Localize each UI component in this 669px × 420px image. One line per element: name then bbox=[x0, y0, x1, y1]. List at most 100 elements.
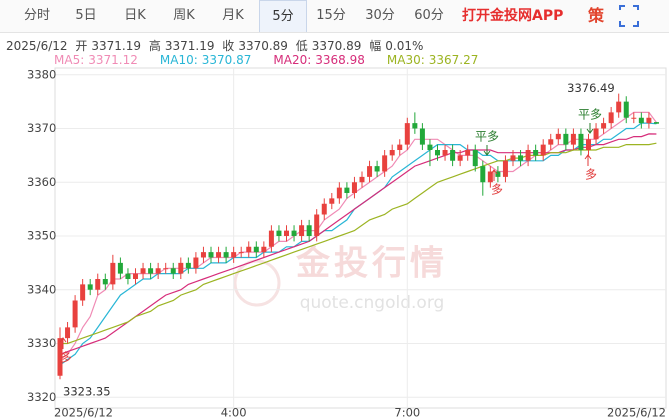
candle-body bbox=[518, 155, 524, 161]
candle-body bbox=[344, 187, 350, 193]
period-tab[interactable]: 30分 bbox=[365, 8, 395, 23]
y-tick-label: 3330 bbox=[27, 336, 56, 350]
info-value: 3370.89 bbox=[311, 39, 362, 53]
app-link[interactable]: 打开金投网APP bbox=[462, 8, 564, 24]
candle-body bbox=[487, 171, 493, 183]
period-tab[interactable]: 5日 bbox=[75, 8, 97, 23]
candle-body bbox=[563, 133, 569, 145]
candle-body bbox=[238, 252, 244, 254]
info-label: 低 bbox=[295, 39, 308, 53]
candle-body bbox=[223, 252, 229, 258]
candle-body bbox=[351, 182, 357, 193]
legend-entry: MA20: 3368.98 bbox=[273, 53, 369, 67]
max-label: 3376.49 bbox=[567, 81, 615, 95]
candle-body bbox=[653, 122, 659, 124]
candle-body bbox=[200, 252, 206, 258]
candle-body bbox=[80, 284, 86, 301]
candle-body bbox=[442, 150, 448, 156]
plot-border bbox=[54, 67, 667, 409]
info-label: 开 bbox=[75, 39, 88, 53]
candle-body bbox=[555, 133, 561, 140]
candle-body bbox=[87, 284, 93, 290]
period-tab[interactable]: 60分 bbox=[414, 8, 444, 23]
legend-name: MA20: bbox=[273, 53, 312, 67]
signal-arrow bbox=[59, 337, 67, 349]
watermark-url: quote.cngold.org bbox=[300, 293, 445, 313]
candle-body bbox=[495, 171, 501, 177]
info-label: 高 bbox=[148, 39, 161, 53]
candle-body bbox=[268, 230, 274, 247]
candle-body bbox=[261, 246, 267, 253]
candle-body bbox=[314, 214, 320, 236]
candle-body bbox=[170, 268, 176, 274]
candle-body bbox=[427, 144, 433, 150]
y-tick-label: 3360 bbox=[27, 175, 56, 189]
info-value: 0.01% bbox=[385, 39, 424, 53]
candle-body bbox=[299, 225, 305, 236]
candle-body bbox=[548, 139, 554, 145]
candle-body bbox=[193, 257, 199, 269]
min-label: 3323.35 bbox=[63, 385, 111, 399]
candle-body bbox=[291, 230, 297, 236]
y-tick-label: 3320 bbox=[27, 390, 56, 404]
ohlc-info: 2025/6/12 开 3371.19 高 3371.19 收 3370.89 低 33… bbox=[6, 37, 427, 54]
candle-body bbox=[586, 139, 591, 150]
info-value: 3371.19 bbox=[164, 39, 215, 53]
candle-body bbox=[321, 203, 327, 215]
info-value: 3370.89 bbox=[238, 39, 288, 53]
period-tab[interactable]: 日K bbox=[124, 8, 146, 23]
candle-body bbox=[117, 262, 123, 274]
candle-body bbox=[533, 150, 539, 156]
period-tabs: 分时 5日 日K 周K 月K 5分 15分 30分 60分 bbox=[0, 0, 669, 33]
period-tab[interactable]: 周K bbox=[173, 8, 195, 23]
candle-body bbox=[374, 166, 380, 172]
candle-body bbox=[102, 279, 108, 285]
trade-signal: 平多 bbox=[578, 108, 602, 122]
candle-body bbox=[253, 246, 259, 253]
candle-body bbox=[133, 273, 138, 279]
candle-body bbox=[389, 150, 395, 156]
candle-body bbox=[336, 187, 342, 199]
ma-legend: MA5: 3371.12 MA10: 3370.87 MA20: 3368.98 MA30:… bbox=[54, 53, 500, 67]
signal-arrow bbox=[584, 154, 592, 166]
candle-body bbox=[457, 155, 463, 161]
watermark-logo bbox=[233, 259, 281, 307]
candle-body bbox=[306, 225, 312, 236]
date: 2025/6/12 bbox=[6, 39, 68, 53]
candle-body bbox=[359, 176, 365, 183]
candle-body bbox=[623, 101, 629, 118]
period-tab[interactable]: 月K bbox=[222, 8, 244, 23]
expand-icon[interactable] bbox=[0, 0, 669, 32]
trade-signal: 多 bbox=[60, 351, 72, 365]
candle-body bbox=[329, 198, 335, 204]
candle-body bbox=[216, 252, 222, 258]
candle-body bbox=[397, 144, 403, 150]
period-tab[interactable]: 分时 bbox=[23, 8, 50, 23]
legend-value: 3367.27 bbox=[428, 53, 479, 67]
candle-body bbox=[65, 327, 71, 339]
period-tab[interactable]: 5分 bbox=[259, 0, 307, 32]
legend-value: 3368.98 bbox=[315, 53, 365, 67]
candle-body bbox=[246, 246, 252, 253]
candle-body bbox=[540, 144, 546, 156]
info-label: 收 bbox=[222, 39, 235, 53]
strategy-button[interactable]: 策 bbox=[588, 6, 605, 25]
trade-signal: 多 bbox=[585, 168, 597, 182]
candle-body bbox=[638, 117, 644, 124]
candle-body bbox=[631, 117, 637, 119]
candle-body bbox=[450, 150, 456, 161]
candle-body bbox=[570, 133, 576, 145]
candle-body bbox=[231, 252, 237, 258]
candle-body bbox=[404, 123, 410, 145]
candle-body bbox=[276, 230, 282, 236]
legend-name: MA10: bbox=[159, 53, 198, 67]
candle-body bbox=[110, 262, 116, 285]
candle-body bbox=[178, 262, 184, 274]
x-tick-label: 2025/6/12 bbox=[54, 406, 113, 420]
legend-value: 3370.87 bbox=[201, 53, 252, 67]
period-tab[interactable]: 15分 bbox=[316, 8, 346, 23]
candle-body bbox=[140, 268, 146, 274]
candle-body bbox=[367, 166, 373, 177]
candle-body bbox=[608, 112, 614, 124]
